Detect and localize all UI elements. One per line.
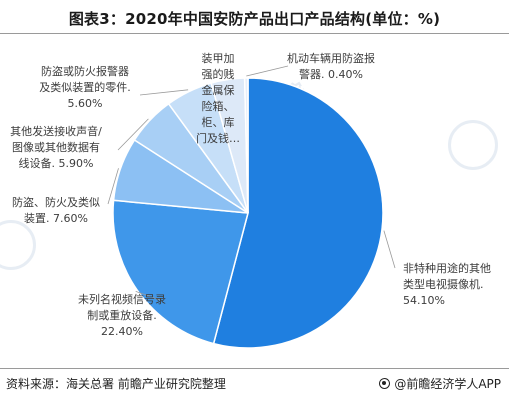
slice-label-3: 防盗、防火及类似装置. 7.60% bbox=[12, 195, 100, 225]
leader-line-2 bbox=[135, 291, 161, 301]
slice-label-4: 其他发送接收声音/图像或其他数据有线设备. 5.90% bbox=[10, 124, 102, 170]
leader-line-7 bbox=[246, 65, 289, 77]
slice-label-line: 机动车辆用防盗报 bbox=[287, 51, 375, 65]
slice-label-line: 线设备. 5.90% bbox=[19, 156, 94, 170]
watermark-logo-1 bbox=[448, 120, 498, 170]
slice-label-line: 图像或其他数据有 bbox=[12, 140, 100, 154]
slice-label-line: 22.40% bbox=[101, 325, 143, 338]
slice-label-line: 54.10% bbox=[403, 294, 445, 307]
slice-label-line: 防盗、防火及类似 bbox=[12, 195, 100, 209]
slice-label-7: 机动车辆用防盗报警器. 0.40% bbox=[287, 51, 375, 81]
slice-label-line: 5.60% bbox=[68, 97, 103, 110]
pie-slice-1 bbox=[212, 77, 384, 349]
slice-label-6: 装甲加强的贱金属保险箱、柜、库门及钱… bbox=[196, 52, 240, 145]
source-note: 资料来源：海关总署 前瞻产业研究院整理 bbox=[6, 377, 226, 391]
slice-label-line: 装甲加 bbox=[202, 52, 235, 65]
chart-title: 图表3：2020年中国安防产品出口产品结构(单位：%) bbox=[68, 10, 441, 28]
watermark-logo-2 bbox=[0, 220, 36, 270]
slice-label-line: 门及钱… bbox=[196, 131, 240, 145]
slice-label-line: 警器. 0.40% bbox=[299, 67, 363, 81]
slice-label-line: 险箱、 bbox=[202, 99, 235, 113]
slice-label-line: 强的贱 bbox=[202, 67, 235, 81]
slice-label-line: 及类似装置的零件. bbox=[39, 80, 131, 94]
slice-label-1: 非特种用途的其他类型电视摄像机. 54.10% bbox=[403, 261, 491, 307]
title-divider bbox=[0, 33, 509, 34]
slice-label-line: 防盗或防火报警器 bbox=[41, 64, 129, 78]
slice-label-line: 制或重放设备. bbox=[87, 308, 157, 322]
brand-label: @前瞻经济学人APP bbox=[394, 377, 501, 391]
slice-label-line: 装置. 7.60% bbox=[24, 212, 88, 225]
slice-label-line: 类型电视摄像机. bbox=[403, 277, 484, 291]
slice-label-line: 其他发送接收声音/ bbox=[10, 124, 102, 138]
slice-label-line: 金属保 bbox=[202, 83, 235, 97]
pie-slice-7 bbox=[243, 77, 249, 214]
leader-line-4 bbox=[117, 118, 149, 151]
leader-line-5 bbox=[139, 89, 189, 96]
leader-line-3 bbox=[107, 168, 119, 205]
leader-line-1 bbox=[383, 230, 396, 269]
slice-label-line: 柜、库 bbox=[202, 116, 235, 129]
slice-label-line: 未列名视频信号录 bbox=[78, 292, 166, 306]
pie-slice-2 bbox=[112, 199, 249, 345]
brand-logo-icon bbox=[379, 378, 391, 389]
footer-divider bbox=[0, 368, 509, 369]
slice-label-line: 非特种用途的其他 bbox=[403, 261, 491, 275]
slice-label-5: 防盗或防火报警器及类似装置的零件. 5.60% bbox=[39, 64, 131, 110]
brand-credit: @前瞻经济学人APP bbox=[379, 375, 501, 392]
slice-label-2: 未列名视频信号录制或重放设备. 22.40% bbox=[78, 292, 166, 338]
